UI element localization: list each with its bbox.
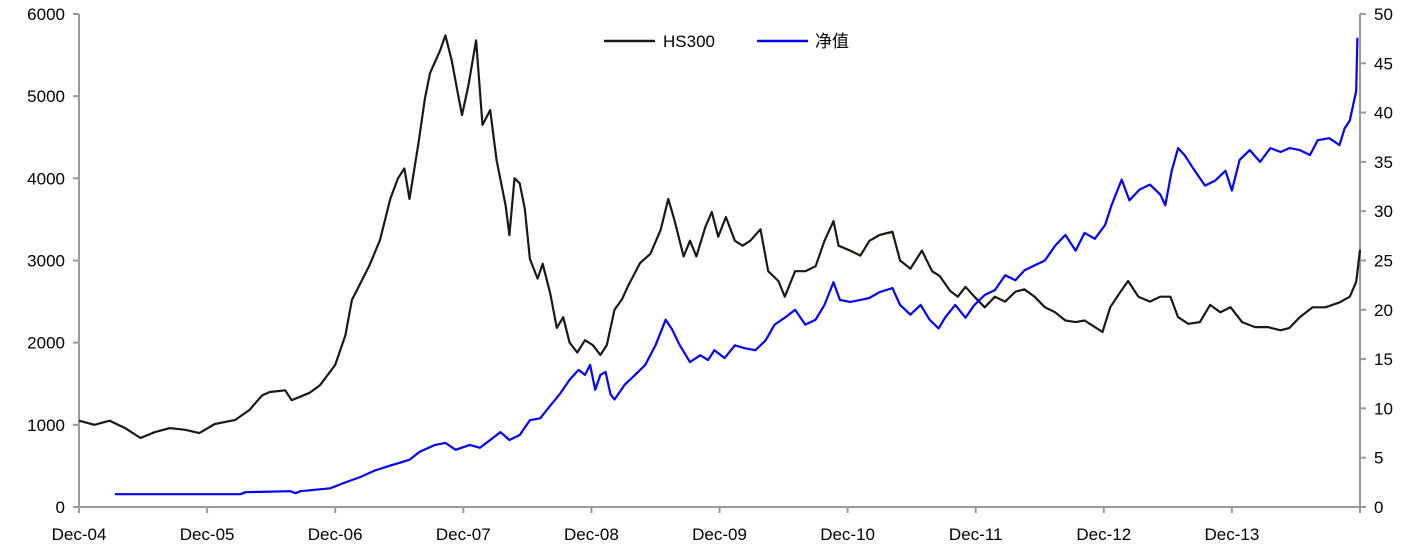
- left-y-tick-label: 1000: [27, 416, 65, 435]
- right-y-tick-label: 15: [1374, 350, 1393, 369]
- right-y-tick-label: 30: [1374, 202, 1393, 221]
- left-y-tick-label: 2000: [27, 334, 65, 353]
- left-y-tick-label: 6000: [27, 5, 65, 24]
- x-tick-label: Dec-13: [1204, 525, 1259, 544]
- right-y-tick-label: 10: [1374, 399, 1393, 418]
- legend-label-hs300: HS300: [663, 32, 715, 51]
- series-line-nav: [114, 37, 1359, 496]
- x-tick-label: Dec-11: [949, 525, 1003, 544]
- right-y-tick-label: 5: [1374, 449, 1383, 468]
- right-y-tick-label: 45: [1374, 54, 1393, 73]
- right-y-tick-label: 50: [1374, 5, 1393, 24]
- x-tick-label: Dec-12: [1076, 525, 1131, 544]
- right-y-tick-label: 20: [1374, 301, 1393, 320]
- left-y-tick-label: 4000: [27, 169, 65, 188]
- series-line-hs300: [78, 34, 1362, 440]
- x-tick-label: Dec-04: [52, 525, 107, 544]
- left-y-tick-label: 5000: [27, 87, 65, 106]
- right-y-tick-label: 25: [1374, 252, 1393, 271]
- x-tick-label: Dec-06: [308, 525, 363, 544]
- x-tick-label: Dec-05: [180, 525, 235, 544]
- x-tick-label: Dec-09: [692, 525, 747, 544]
- right-y-tick-label: 0: [1374, 498, 1383, 517]
- left-y-tick-label: 3000: [27, 252, 65, 271]
- right-y-tick-label: 40: [1374, 104, 1393, 123]
- legend-label-nav: 净值: [815, 32, 849, 51]
- axes: 0 1000 2000 3000 4000 5000 6000 0 5 10 15 20 25 30 35 4…: [27, 5, 1393, 544]
- x-tick-label: Dec-10: [820, 525, 875, 544]
- left-y-tick-label: 0: [56, 498, 65, 517]
- right-y-tick-label: 35: [1374, 153, 1393, 172]
- series-lines: [78, 34, 1362, 496]
- x-tick-label: Dec-07: [436, 525, 491, 544]
- legend: HS300 净值: [604, 32, 849, 51]
- x-tick-label: Dec-08: [564, 525, 619, 544]
